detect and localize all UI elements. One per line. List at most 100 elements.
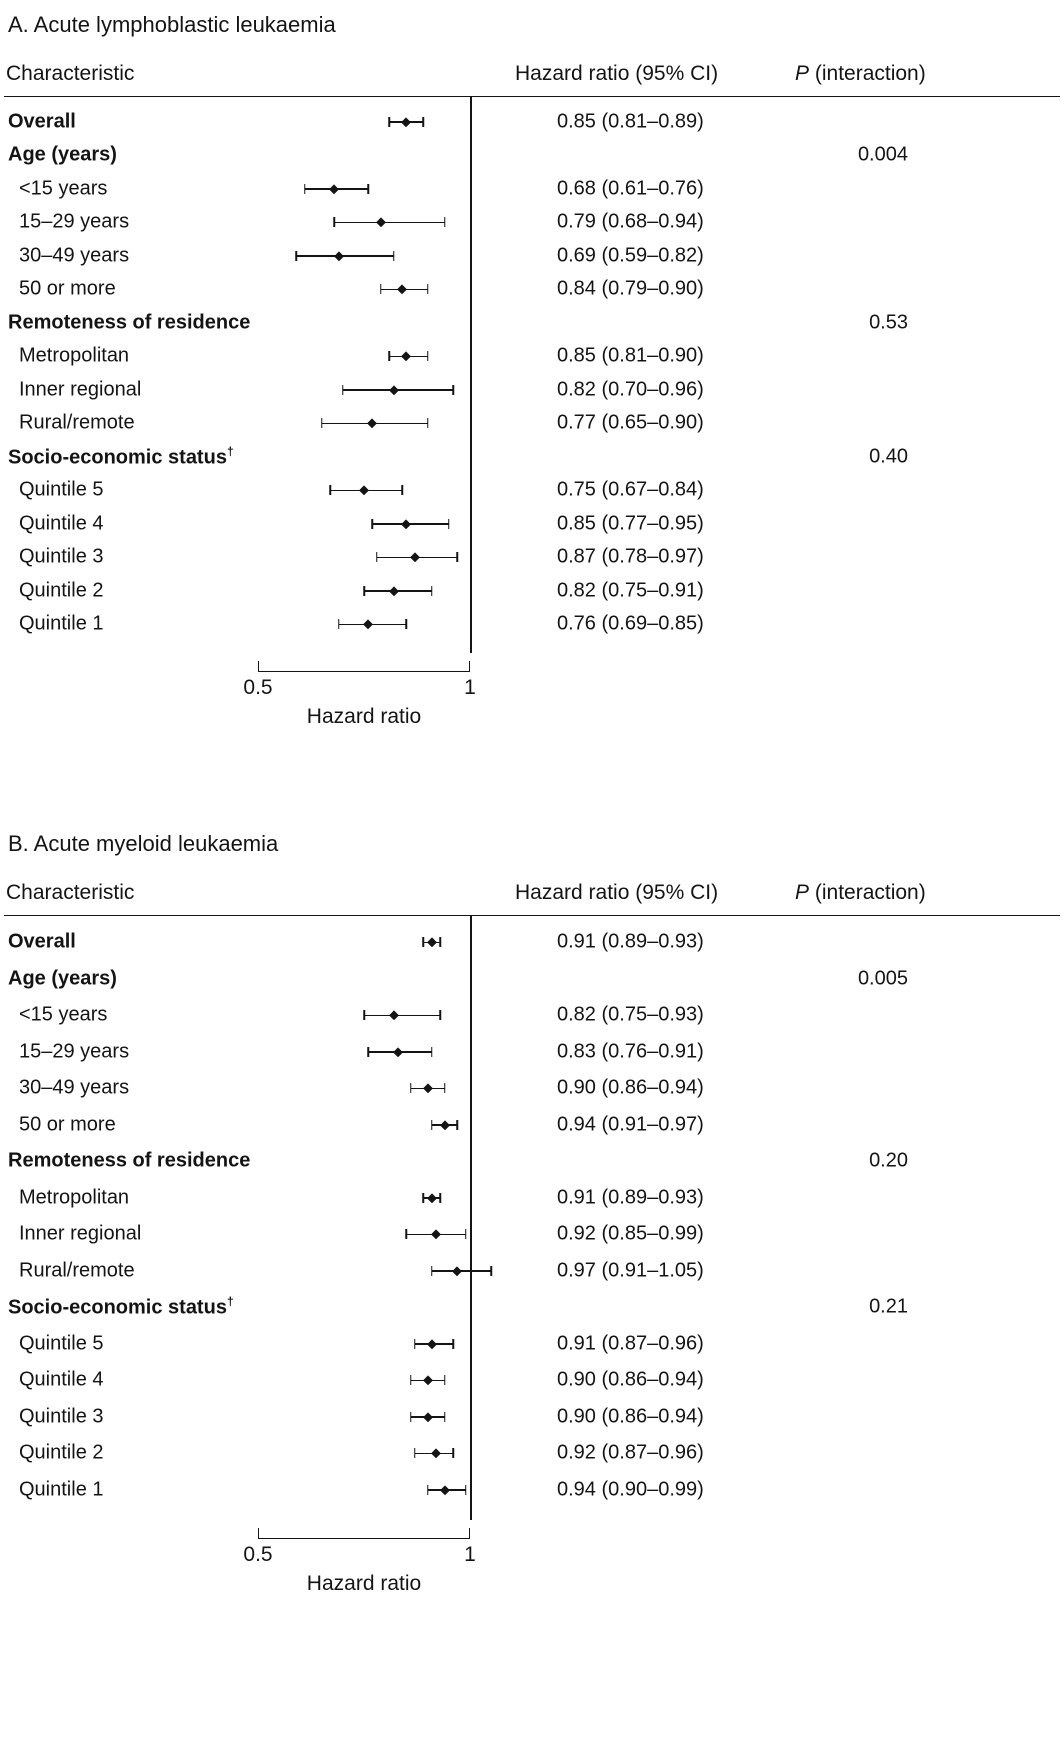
ci-upper-cap [456,552,459,563]
characteristic-label-text: Overall [8,110,76,133]
estimate-row: <15 years 0.68 (0.61–0.76) [0,172,1064,206]
dagger-footnote-marker: † [226,444,234,459]
confidence-interval-line [364,1014,441,1016]
p-interaction-value: 0.20 [869,1149,908,1172]
group-header-row: Age (years) 0.004 [0,139,1064,173]
estimate-row: Quintile 4 0.85 (0.77–0.95) [0,507,1064,541]
hazard-ratio-ci-text: 0.85 (0.81–0.89) [557,110,704,133]
ci-lower-cap [333,217,336,228]
ci-upper-cap [465,1484,467,1495]
point-estimate-marker [389,586,399,596]
column-header-row: Characteristic Hazard ratio (95% CI) P (in… [4,58,1060,97]
characteristic-label: Age (years) [8,144,117,167]
ci-lower-cap [363,1010,365,1021]
p-interaction-value: 0.005 [857,967,908,990]
characteristic-label-text: Quintile 4 [19,1368,104,1391]
characteristic-label-text: Quintile 3 [19,1405,104,1428]
ci-lower-cap [303,183,306,194]
estimate-row: Quintile 5 0.91 (0.87–0.96) [0,1326,1064,1363]
characteristic-label-text: Quintile 4 [19,512,104,535]
ci-lower-cap [375,552,378,563]
estimate-row: Quintile 1 0.94 (0.90–0.99) [0,1472,1064,1509]
column-header-characteristic: Characteristic [6,62,135,85]
characteristic-label-text: Metropolitan [19,344,130,367]
ci-lower-cap [342,384,344,395]
characteristic-label: Inner regional [19,1223,141,1246]
confidence-interval-line [334,221,445,223]
ci-upper-cap [431,1046,433,1057]
characteristic-label-text: Remoteness of residence [8,1149,251,1172]
ci-lower-cap [414,1448,416,1459]
reference-line-hr-1 [470,916,472,1520]
estimate-row: Overall 0.91 (0.89–0.93) [0,924,1064,961]
column-header-characteristic: Characteristic [6,881,135,904]
axis-tick-label-min: 0.5 [243,676,273,699]
hazard-ratio-ci-text: 0.94 (0.90–0.99) [557,1478,704,1501]
characteristic-label: Quintile 1 [19,613,104,636]
characteristic-label-text: Quintile 3 [19,545,104,568]
characteristic-label-text: <15 years [19,1003,108,1026]
hazard-ratio-ci-text: 0.68 (0.61–0.76) [557,177,704,200]
ci-upper-cap [452,384,454,395]
ci-lower-cap [371,518,374,529]
characteristic-label-text: Remoteness of residence [8,311,251,334]
ci-upper-cap [431,585,433,596]
group-header-row: Socio-economic status† 0.21 [0,1289,1064,1326]
characteristic-label-text: Quintile 1 [19,612,104,635]
p-interaction-suffix: (interaction) [809,62,926,85]
ci-upper-cap [426,284,429,295]
characteristic-label: Quintile 3 [19,1405,104,1428]
group-header-row: Remoteness of residence 0.53 [0,306,1064,340]
characteristic-label: 30–49 years [19,244,129,267]
characteristic-label: Quintile 2 [19,579,104,602]
point-estimate-marker [439,1485,450,1495]
group-header-row: Age (years) 0.005 [0,961,1064,998]
group-header-row: Remoteness of residence 0.20 [0,1143,1064,1180]
characteristic-label: Quintile 5 [19,1332,104,1355]
characteristic-label: 30–49 years [19,1077,129,1100]
axis-tick-label-max: 1 [464,1543,476,1566]
characteristic-label-text: Rural/remote [19,1259,135,1282]
characteristic-label: Socio-economic status† [8,1295,234,1320]
characteristic-label: Rural/remote [19,1259,135,1282]
p-interaction-value: 0.21 [869,1295,908,1318]
ci-upper-cap [443,1411,446,1422]
point-estimate-marker [431,1229,441,1239]
estimate-row: 30–49 years 0.69 (0.59–0.82) [0,239,1064,273]
hazard-ratio-ci-text: 0.92 (0.85–0.99) [557,1222,704,1245]
estimate-row: Quintile 4 0.90 (0.86–0.94) [0,1362,1064,1399]
characteristic-label: Overall [8,931,76,954]
plot-rows: Overall 0.91 (0.89–0.93) Age (years) 0.005 <… [0,916,1064,1520]
panel-b: B. Acute myeloid leukaemia Characteristic… [0,827,1064,1614]
point-estimate-marker [401,351,411,361]
estimate-row: Quintile 2 0.82 (0.75–0.91) [0,574,1064,608]
ci-upper-cap [448,518,450,529]
ci-upper-cap [439,1192,442,1203]
estimate-row: Metropolitan 0.85 (0.81–0.90) [0,340,1064,374]
characteristic-label: Remoteness of residence [8,1150,250,1173]
ci-lower-cap [409,1411,412,1422]
characteristic-label: Quintile 2 [19,1442,104,1465]
ci-upper-cap [392,250,395,261]
ci-upper-cap [443,217,446,228]
ci-upper-cap [426,418,429,429]
ci-lower-cap [409,1083,412,1094]
characteristic-label: 50 or more [19,278,116,301]
panel-a: A. Acute lymphoblastic leukaemia Characte… [0,8,1064,747]
characteristic-label: Quintile 3 [19,546,104,569]
hazard-ratio-ci-text: 0.82 (0.75–0.91) [557,579,704,602]
characteristic-label-text: 50 or more [19,277,116,300]
hazard-ratio-ci-text: 0.77 (0.65–0.90) [557,411,704,434]
ci-upper-cap [452,1448,454,1459]
estimate-row: Rural/remote 0.97 (0.91–1.05) [0,1253,1064,1290]
hazard-ratio-ci-text: 0.87 (0.78–0.97) [557,545,704,568]
characteristic-label-text: Inner regional [19,1222,142,1245]
ci-upper-cap [405,619,408,630]
characteristic-label-text: Rural/remote [19,411,135,434]
ci-lower-cap [337,619,340,630]
column-header-hazard-ratio-ci: Hazard ratio (95% CI) [515,62,719,85]
characteristic-label: <15 years [19,1004,107,1027]
dagger-footnote-marker: † [226,1294,234,1309]
point-estimate-marker [359,485,369,495]
point-estimate-marker [422,1375,433,1385]
